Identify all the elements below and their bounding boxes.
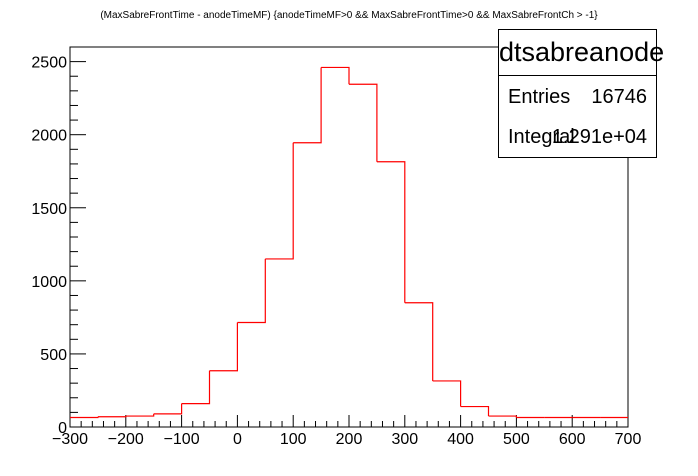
histogram-bin <box>432 380 462 407</box>
x-tick-label: 500 <box>503 431 530 448</box>
x-tick-label: −300 <box>52 431 88 448</box>
x-tick-label: 200 <box>336 431 363 448</box>
stats-integral-label: Integral <box>508 126 575 148</box>
histogram-bin <box>460 405 490 417</box>
y-tick-label: 1000 <box>31 274 67 291</box>
stats-histogram-name: dtsabreanode <box>499 30 664 76</box>
stats-entries-label: Entries <box>508 86 571 108</box>
histogram-bin <box>321 66 350 85</box>
histogram-bin <box>125 413 155 417</box>
y-tick-label: 2000 <box>31 128 67 145</box>
chart-title: (MaxSabreFrontTime - anodeTimeMF) {anode… <box>100 10 598 21</box>
y-tick-label: 1500 <box>31 201 67 218</box>
y-tick-label: 0 <box>58 420 67 437</box>
histogram-bin <box>293 67 322 144</box>
x-tick-label: 0 <box>233 431 242 448</box>
x-tick-label: 700 <box>615 431 642 448</box>
x-tick-label: 300 <box>391 431 418 448</box>
histogram-bin <box>209 322 238 372</box>
y-tick-label: 2500 <box>31 55 67 72</box>
histogram-bin <box>265 142 294 260</box>
x-tick-label: 600 <box>559 431 586 448</box>
x-tick-label: 400 <box>447 431 474 448</box>
y-tick-label: 500 <box>40 347 67 364</box>
stats-entries-value: 16746 <box>591 86 647 108</box>
x-tick-label: −200 <box>108 431 144 448</box>
histogram-bin <box>153 403 183 415</box>
histogram-bin <box>349 83 378 162</box>
histogram-bin <box>404 302 434 381</box>
stats-integral-value: 1.291e+04 <box>551 126 647 148</box>
histogram-bin <box>376 161 406 303</box>
histogram-bin <box>97 416 127 418</box>
histogram-bin <box>70 416 99 419</box>
histogram-bin <box>237 258 266 324</box>
histogram-bin <box>181 370 211 405</box>
histogram-bin <box>488 415 517 418</box>
x-tick-label: 100 <box>280 431 307 448</box>
stats-box: dtsabreanode Entries 16746 Integral 1.29… <box>498 29 664 158</box>
x-tick-label: −100 <box>164 431 200 448</box>
